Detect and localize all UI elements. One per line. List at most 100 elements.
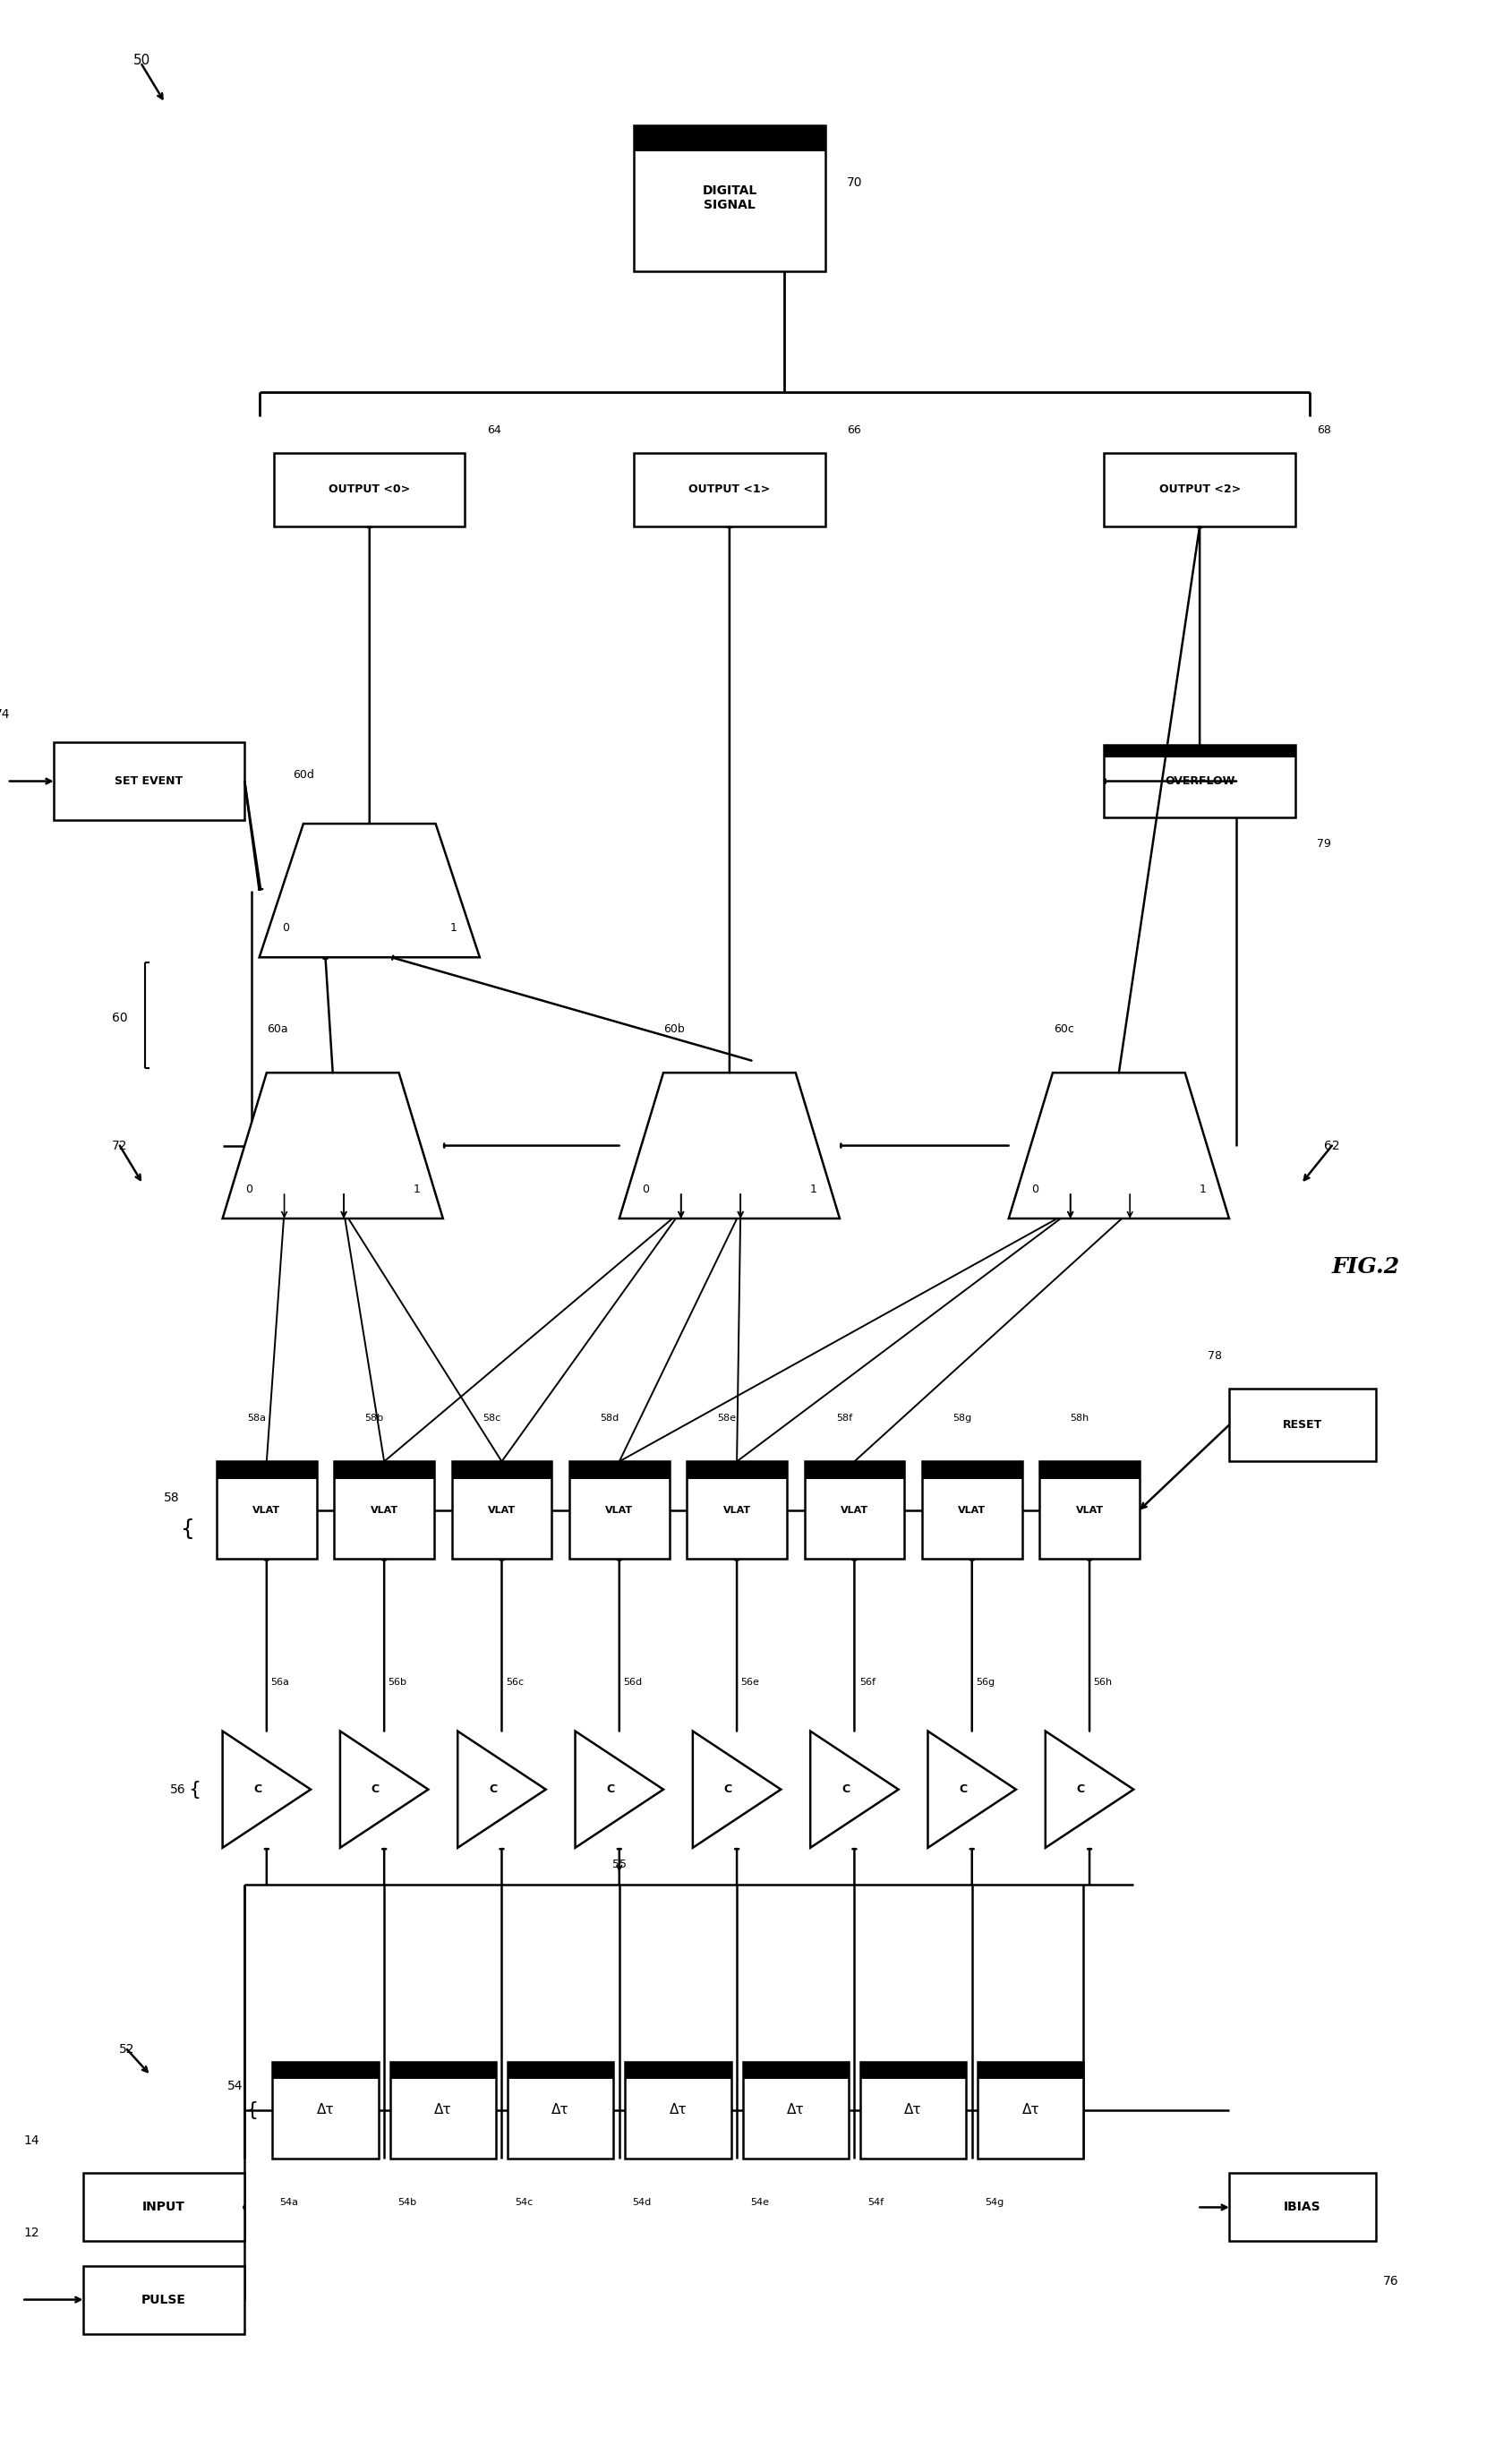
Polygon shape	[620, 1072, 839, 1218]
Text: C: C	[959, 1784, 968, 1796]
FancyBboxPatch shape	[634, 124, 826, 151]
Text: Δτ: Δτ	[904, 2103, 922, 2118]
FancyBboxPatch shape	[860, 2062, 966, 2079]
Text: 58h: 58h	[1070, 1413, 1089, 1423]
Text: C: C	[254, 1784, 262, 1796]
Text: C: C	[372, 1784, 380, 1796]
Text: 12: 12	[24, 2227, 39, 2240]
Text: 60b: 60b	[664, 1024, 685, 1036]
FancyBboxPatch shape	[83, 2266, 245, 2335]
FancyBboxPatch shape	[83, 2174, 245, 2242]
Text: 60a: 60a	[268, 1024, 289, 1036]
Text: OUTPUT <2>: OUTPUT <2>	[1158, 485, 1240, 495]
Text: C: C	[606, 1784, 614, 1796]
Text: 54e: 54e	[750, 2198, 770, 2208]
Text: 50: 50	[133, 54, 150, 68]
Text: VLAT: VLAT	[370, 1506, 398, 1513]
FancyBboxPatch shape	[1040, 1462, 1140, 1560]
Text: {: {	[245, 2101, 259, 2120]
FancyBboxPatch shape	[1104, 453, 1296, 526]
Text: 1: 1	[810, 1184, 816, 1194]
Text: 56f: 56f	[859, 1679, 875, 1686]
Text: 58f: 58f	[836, 1413, 853, 1423]
Text: OUTPUT <0>: OUTPUT <0>	[328, 485, 410, 495]
FancyBboxPatch shape	[978, 2062, 1084, 2079]
Polygon shape	[259, 824, 479, 958]
Text: Δτ: Δτ	[786, 2103, 804, 2118]
FancyBboxPatch shape	[804, 1462, 904, 1560]
Text: VLAT: VLAT	[959, 1506, 986, 1513]
FancyBboxPatch shape	[686, 1462, 786, 1479]
FancyBboxPatch shape	[390, 2062, 496, 2159]
Polygon shape	[810, 1730, 898, 1847]
Text: 1: 1	[413, 1184, 420, 1194]
Text: C: C	[1077, 1784, 1084, 1796]
Text: 1: 1	[449, 921, 457, 933]
Text: 58: 58	[165, 1491, 180, 1504]
FancyBboxPatch shape	[624, 2062, 730, 2159]
Text: VLAT: VLAT	[841, 1506, 868, 1513]
FancyBboxPatch shape	[334, 1462, 434, 1479]
Text: VLAT: VLAT	[723, 1506, 751, 1513]
FancyBboxPatch shape	[860, 2062, 966, 2159]
FancyBboxPatch shape	[452, 1462, 552, 1479]
Text: {: {	[180, 1518, 195, 1540]
Text: 56c: 56c	[507, 1679, 525, 1686]
Text: 56b: 56b	[389, 1679, 407, 1686]
Text: VLAT: VLAT	[253, 1506, 281, 1513]
Text: 14: 14	[24, 2135, 39, 2147]
Polygon shape	[458, 1730, 546, 1847]
FancyBboxPatch shape	[216, 1462, 316, 1560]
Text: 54a: 54a	[280, 2198, 299, 2208]
Text: 54b: 54b	[398, 2198, 416, 2208]
FancyBboxPatch shape	[686, 1462, 786, 1560]
Text: 1: 1	[1199, 1184, 1207, 1194]
Text: 54f: 54f	[868, 2198, 885, 2208]
Text: 62: 62	[1325, 1141, 1340, 1153]
FancyBboxPatch shape	[334, 1462, 434, 1560]
Text: 54d: 54d	[632, 2198, 652, 2208]
FancyBboxPatch shape	[922, 1462, 1022, 1560]
FancyBboxPatch shape	[1104, 746, 1296, 819]
FancyBboxPatch shape	[274, 453, 466, 526]
FancyBboxPatch shape	[570, 1462, 670, 1479]
FancyBboxPatch shape	[804, 1462, 904, 1479]
Text: 64: 64	[487, 424, 500, 436]
Text: 60d: 60d	[293, 770, 314, 780]
Text: OVERFLOW: OVERFLOW	[1164, 775, 1235, 787]
FancyBboxPatch shape	[570, 1462, 670, 1560]
FancyBboxPatch shape	[742, 2062, 848, 2159]
FancyBboxPatch shape	[216, 1462, 316, 1479]
Text: 78: 78	[1208, 1350, 1222, 1362]
Text: 55: 55	[612, 1859, 626, 1872]
FancyBboxPatch shape	[508, 2062, 614, 2079]
Text: {: {	[187, 1781, 201, 1799]
Text: 0: 0	[1031, 1184, 1039, 1194]
Text: C: C	[724, 1784, 732, 1796]
FancyBboxPatch shape	[452, 1462, 552, 1560]
Text: Δτ: Δτ	[1022, 2103, 1040, 2118]
FancyBboxPatch shape	[1229, 1389, 1376, 1462]
Text: Δτ: Δτ	[434, 2103, 452, 2118]
Text: PULSE: PULSE	[142, 2293, 186, 2305]
Text: FIG.2: FIG.2	[1332, 1257, 1400, 1277]
Text: 66: 66	[847, 424, 862, 436]
Text: 60: 60	[112, 1011, 127, 1024]
FancyBboxPatch shape	[272, 2062, 378, 2159]
Text: Δτ: Δτ	[670, 2103, 686, 2118]
FancyBboxPatch shape	[742, 2062, 848, 2079]
Text: 0: 0	[643, 1184, 649, 1194]
Text: 56h: 56h	[1093, 1679, 1113, 1686]
Text: Δτ: Δτ	[552, 2103, 570, 2118]
Text: 56g: 56g	[975, 1679, 995, 1686]
Text: 79: 79	[1317, 838, 1332, 851]
Text: Δτ: Δτ	[316, 2103, 334, 2118]
Text: 58a: 58a	[248, 1413, 266, 1423]
Polygon shape	[1045, 1730, 1134, 1847]
Polygon shape	[222, 1072, 443, 1218]
FancyBboxPatch shape	[922, 1462, 1022, 1479]
Text: 54: 54	[227, 2079, 243, 2091]
Polygon shape	[928, 1730, 1016, 1847]
Text: C: C	[488, 1784, 497, 1796]
Text: 58e: 58e	[718, 1413, 736, 1423]
